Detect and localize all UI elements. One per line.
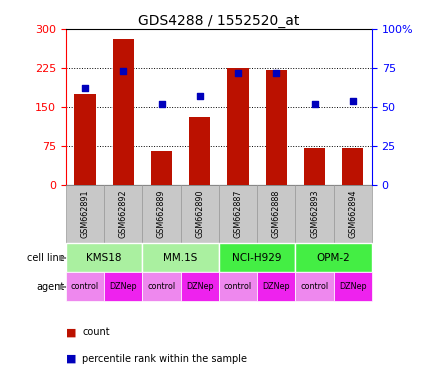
Text: control: control (147, 283, 176, 291)
Text: GSM662891: GSM662891 (80, 190, 90, 238)
Bar (219, 243, 295, 272)
Bar (66, 272, 104, 301)
Text: control: control (71, 283, 99, 291)
Text: GSM662890: GSM662890 (195, 190, 204, 238)
Bar (74, 94, 96, 185)
Text: ■: ■ (66, 354, 76, 364)
Text: DZNep: DZNep (262, 283, 290, 291)
Bar (295, 272, 334, 301)
Bar (219, 185, 257, 243)
Bar (304, 149, 325, 185)
Bar (257, 185, 295, 243)
Bar (219, 272, 257, 301)
Point (235, 70, 241, 76)
Bar (342, 149, 363, 185)
Point (311, 101, 318, 107)
Bar (227, 68, 249, 185)
Bar (334, 185, 372, 243)
Text: NCI-H929: NCI-H929 (232, 253, 282, 263)
Title: GDS4288 / 1552520_at: GDS4288 / 1552520_at (138, 14, 300, 28)
Text: cell line: cell line (27, 253, 65, 263)
Text: control: control (224, 283, 252, 291)
Bar (104, 185, 142, 243)
Text: control: control (300, 283, 329, 291)
Bar (266, 70, 287, 185)
Point (158, 101, 165, 107)
Bar (113, 39, 134, 185)
Bar (295, 243, 372, 272)
Text: GSM662888: GSM662888 (272, 190, 281, 238)
Point (273, 70, 280, 76)
Bar (151, 151, 172, 185)
Text: agent: agent (37, 282, 65, 292)
Bar (257, 272, 295, 301)
Bar (181, 272, 219, 301)
Text: GSM662889: GSM662889 (157, 190, 166, 238)
Point (349, 98, 356, 104)
Point (120, 68, 127, 74)
Bar (142, 243, 219, 272)
Bar (142, 185, 181, 243)
Text: DZNep: DZNep (186, 283, 213, 291)
Text: ■: ■ (66, 327, 76, 337)
Bar (66, 185, 104, 243)
Bar (142, 272, 181, 301)
Text: DZNep: DZNep (339, 283, 366, 291)
Point (82, 85, 88, 91)
Text: count: count (82, 327, 110, 337)
Bar (181, 185, 219, 243)
Text: OPM-2: OPM-2 (317, 253, 351, 263)
Bar (334, 272, 372, 301)
Text: GSM662892: GSM662892 (119, 190, 128, 238)
Bar (104, 272, 142, 301)
Bar (66, 243, 142, 272)
Text: GSM662887: GSM662887 (233, 190, 243, 238)
Text: GSM662894: GSM662894 (348, 190, 357, 238)
Text: MM.1S: MM.1S (164, 253, 198, 263)
Bar (189, 117, 210, 185)
Point (196, 93, 203, 99)
Bar (295, 185, 334, 243)
Text: DZNep: DZNep (109, 283, 137, 291)
Text: percentile rank within the sample: percentile rank within the sample (82, 354, 247, 364)
Text: GSM662893: GSM662893 (310, 190, 319, 238)
Text: KMS18: KMS18 (86, 253, 122, 263)
